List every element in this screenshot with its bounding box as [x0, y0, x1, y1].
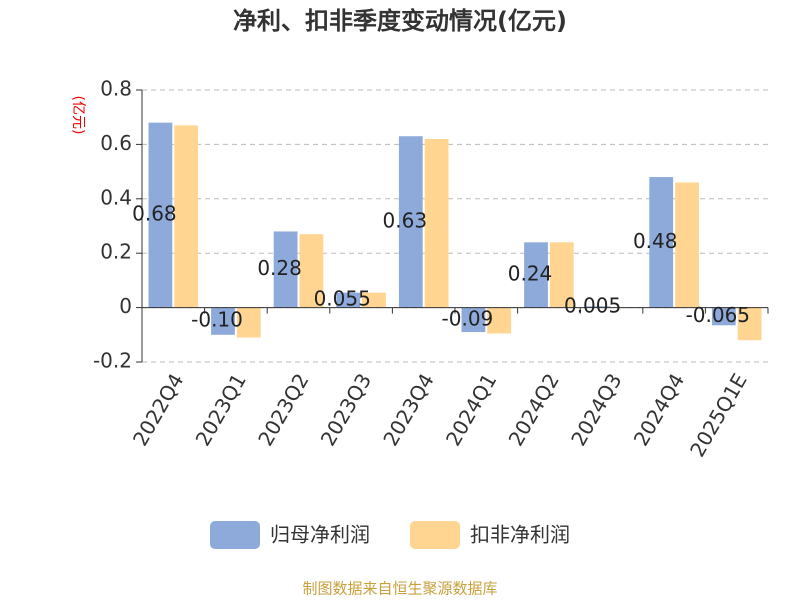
x-tick-label: 2023Q1 — [191, 369, 251, 450]
bar — [273, 231, 298, 308]
data-label: -0.065 — [686, 303, 750, 327]
y-tick-label: -0.2 — [93, 349, 132, 373]
x-tick-label: 2024Q2 — [504, 369, 564, 450]
bar — [549, 242, 574, 308]
bar — [487, 307, 512, 334]
x-tick-label: 2023Q4 — [378, 369, 438, 450]
legend-swatch — [410, 521, 460, 549]
data-label: 0.24 — [508, 261, 553, 285]
bar — [362, 292, 386, 308]
y-tick-label: 0 — [119, 294, 132, 318]
bar — [737, 307, 762, 341]
bar — [524, 242, 548, 308]
data-label: 0.28 — [257, 256, 302, 280]
data-label: 0.63 — [383, 208, 428, 232]
bar — [711, 307, 736, 326]
x-tick-label: 2024Q4 — [629, 369, 689, 450]
bar — [174, 125, 199, 308]
bar — [424, 138, 449, 308]
bar — [211, 307, 235, 335]
y-tick-label: 0.6 — [100, 131, 132, 155]
y-unit: (亿元) — [70, 96, 86, 135]
bar — [675, 182, 699, 308]
y-tick-label: 0.2 — [100, 240, 132, 264]
data-label: 0.005 — [564, 293, 621, 317]
data-label: 0.055 — [314, 287, 371, 311]
bar — [398, 136, 423, 308]
x-tick-label: 2025Q1E — [685, 369, 752, 461]
y-tick-label: 0.8 — [100, 77, 132, 101]
x-tick-label: 2023Q2 — [253, 369, 313, 450]
data-label: 0.48 — [633, 229, 678, 253]
x-tick-label: 2023Q3 — [316, 369, 376, 450]
data-label: -0.09 — [442, 306, 494, 330]
bar — [299, 234, 324, 308]
data-label: -0.10 — [191, 308, 243, 332]
bar — [586, 306, 611, 308]
y-tick-label: 0.4 — [100, 185, 132, 209]
legend-label: 归母净利润 — [270, 523, 370, 547]
x-tick-label: 2024Q1 — [441, 369, 501, 450]
bar — [236, 307, 261, 338]
bar — [336, 292, 361, 308]
bar — [649, 177, 674, 308]
data-label: 0.68 — [132, 202, 177, 226]
bar — [148, 122, 173, 308]
legend-label: 扣非净利润 — [470, 523, 570, 547]
legend-swatch — [210, 521, 260, 549]
bar — [461, 307, 486, 333]
chart-title: 净利、扣非季度变动情况(亿元) — [233, 7, 567, 35]
x-tick-label: 2024Q3 — [566, 369, 626, 450]
source: 制图数据来自恒生聚源数据库 — [302, 580, 497, 598]
x-tick-label: 2022Q4 — [128, 369, 188, 450]
